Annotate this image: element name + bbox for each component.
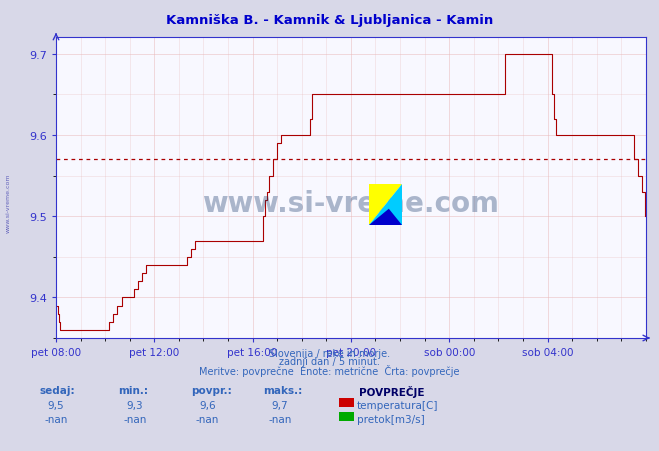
Text: sedaj:: sedaj: [40,386,75,396]
Polygon shape [369,209,402,226]
Text: Kamniška B. - Kamnik & Ljubljanica - Kamin: Kamniška B. - Kamnik & Ljubljanica - Kam… [166,14,493,27]
Text: povpr.:: povpr.: [191,386,232,396]
Text: maks.:: maks.: [264,386,303,396]
Text: -nan: -nan [44,414,68,424]
Text: 9,5: 9,5 [47,400,65,410]
Text: Slovenija / reke in morje.: Slovenija / reke in morje. [269,348,390,358]
Text: 9,6: 9,6 [199,400,216,410]
Text: Meritve: povprečne  Enote: metrične  Črta: povprečje: Meritve: povprečne Enote: metrične Črta:… [199,364,460,377]
Text: -nan: -nan [123,414,147,424]
Text: 9,3: 9,3 [127,400,144,410]
Text: zadnji dan / 5 minut.: zadnji dan / 5 minut. [279,356,380,366]
Text: temperatura[C]: temperatura[C] [357,400,439,410]
Polygon shape [369,185,402,226]
Text: www.si-vreme.com: www.si-vreme.com [5,173,11,233]
Text: www.si-vreme.com: www.si-vreme.com [202,189,500,217]
Text: min.:: min.: [119,386,149,396]
Text: pretok[m3/s]: pretok[m3/s] [357,414,425,424]
Text: -nan: -nan [268,414,292,424]
Polygon shape [369,185,402,226]
Text: 9,7: 9,7 [272,400,289,410]
Text: POVPREČJE: POVPREČJE [359,386,424,398]
Text: -nan: -nan [196,414,219,424]
